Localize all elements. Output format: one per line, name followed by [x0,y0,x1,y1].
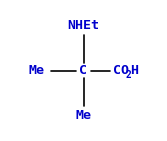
Text: C: C [79,64,88,77]
Text: 2: 2 [125,70,131,80]
Text: CO: CO [113,64,129,77]
Text: Me: Me [75,109,92,122]
Text: NHEt: NHEt [67,19,100,32]
Text: H: H [130,64,138,77]
Text: Me: Me [29,64,45,77]
